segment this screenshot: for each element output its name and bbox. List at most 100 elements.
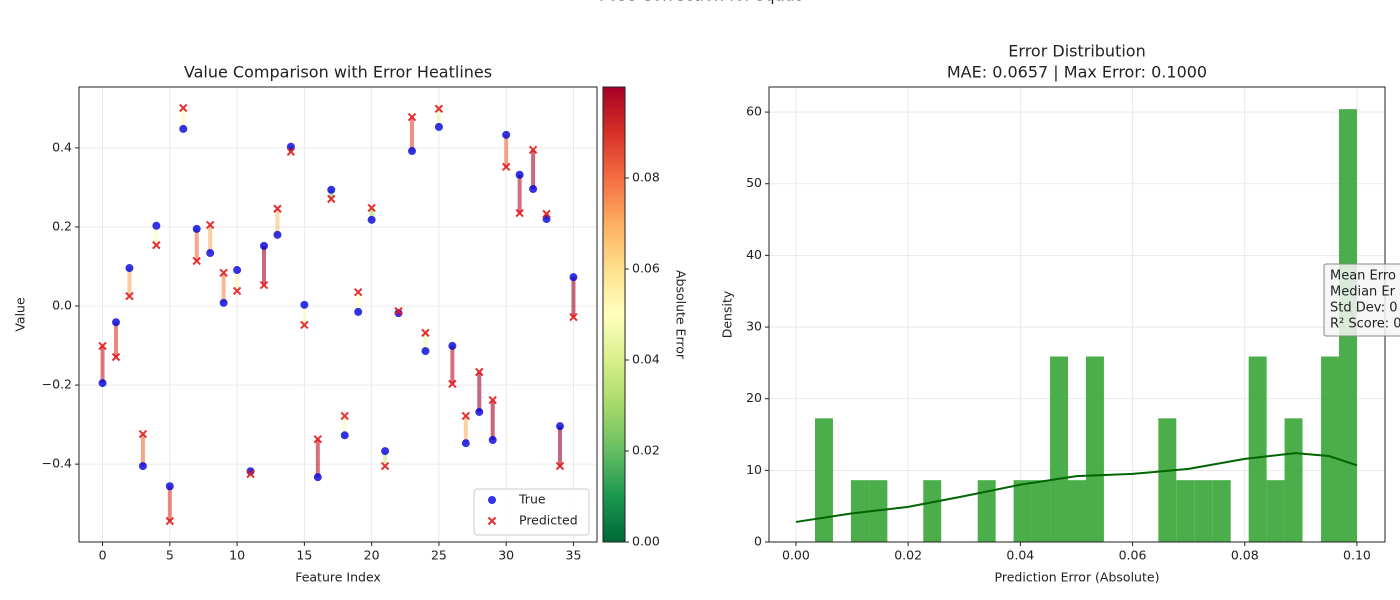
point (461, 439, 470, 448)
point (125, 291, 134, 301)
point (434, 122, 443, 131)
point (475, 367, 484, 377)
point (501, 162, 511, 172)
point (179, 124, 188, 133)
point (98, 379, 107, 388)
point (165, 516, 175, 526)
point (206, 249, 215, 258)
point (488, 395, 497, 405)
bar (1176, 480, 1195, 542)
stats-box-frame (1323, 263, 1400, 337)
point (367, 203, 376, 213)
bar (1266, 480, 1285, 542)
stats-line: Mean Erro (1330, 269, 1396, 284)
point (448, 379, 457, 389)
y-axis-label: Value (13, 297, 28, 332)
bar (1212, 480, 1231, 542)
point (286, 147, 296, 157)
legend-marker (488, 496, 496, 504)
colorbar-tick-label: 0.08 (632, 170, 660, 185)
x-tick-label: 0.08 (1231, 548, 1259, 563)
bar (1284, 418, 1303, 542)
bar (850, 480, 870, 542)
bar (1050, 356, 1069, 542)
point (502, 130, 511, 139)
colorbar-tick-label: 0.02 (632, 443, 660, 458)
legend-label: Predicted (519, 513, 578, 528)
x-tick-label: 20 (364, 548, 380, 563)
point (313, 435, 323, 444)
point (152, 221, 161, 230)
point (367, 215, 376, 224)
y-tick-label: 40 (746, 247, 762, 262)
point (232, 286, 242, 296)
point (408, 147, 416, 156)
point (448, 341, 457, 350)
x-tick-label: 25 (431, 548, 447, 563)
point (98, 341, 107, 351)
point (300, 300, 309, 309)
point (165, 482, 174, 491)
point (111, 352, 121, 362)
bar (1013, 480, 1032, 542)
legend: True Predicted (473, 488, 590, 536)
chart-subtitle: MAE: 0.0657 | Max Error: 0.1000 (947, 63, 1207, 82)
point (569, 312, 578, 322)
x-axis-label: Prediction Error (Absolute) (995, 570, 1160, 585)
legend-box (473, 488, 590, 536)
point (192, 224, 201, 233)
y-tick-label: 50 (746, 175, 762, 190)
point (434, 104, 444, 113)
point (555, 461, 565, 471)
point (125, 264, 134, 273)
y-tick-label: 0.4 (52, 139, 72, 154)
point (515, 208, 524, 218)
point (394, 309, 403, 318)
y-tick-label: −0.2 (42, 377, 72, 392)
point (380, 461, 390, 471)
point (327, 194, 336, 204)
y-axis-label: Density (720, 290, 735, 338)
point (246, 469, 255, 479)
point (354, 307, 363, 316)
x-axis-label: Feature Index (295, 570, 381, 585)
legend-label: True (518, 492, 546, 507)
colorbar-tick-label: 0.04 (632, 352, 660, 367)
y-tick-label: 10 (746, 462, 762, 477)
point (327, 185, 336, 194)
y-tick-label: 0 (754, 534, 762, 549)
point (340, 411, 349, 421)
y-tick-label: 0.2 (52, 218, 72, 233)
x-tick-label: 5 (166, 548, 174, 563)
y-tick-label: 0.0 (52, 298, 72, 313)
bar (1321, 356, 1339, 542)
x-tick-label: 10 (229, 548, 245, 563)
point (515, 170, 524, 179)
point (569, 273, 578, 282)
point (233, 266, 242, 275)
colorbar (602, 86, 626, 543)
bar (1068, 480, 1086, 542)
point (461, 411, 471, 421)
bar (1158, 418, 1177, 542)
point (273, 230, 282, 239)
point (488, 436, 497, 445)
x-tick-label: 15 (296, 548, 312, 563)
colorbar-tick-label: 0.06 (632, 261, 660, 276)
legend-marker (487, 516, 497, 526)
point (138, 429, 148, 439)
point (192, 256, 201, 266)
point (353, 287, 363, 297)
x-tick-label: 35 (566, 548, 582, 563)
x-tick-label: 0.02 (894, 548, 922, 563)
stats-line: Median Er (1330, 285, 1396, 300)
y-tick-label: 60 (746, 104, 762, 119)
point (219, 298, 228, 307)
bar (977, 480, 996, 542)
point (260, 241, 268, 250)
point (273, 204, 282, 213)
chart-title: Error Distribution (1008, 42, 1145, 61)
x-tick-label: 0.10 (1343, 548, 1371, 563)
point (381, 447, 390, 456)
